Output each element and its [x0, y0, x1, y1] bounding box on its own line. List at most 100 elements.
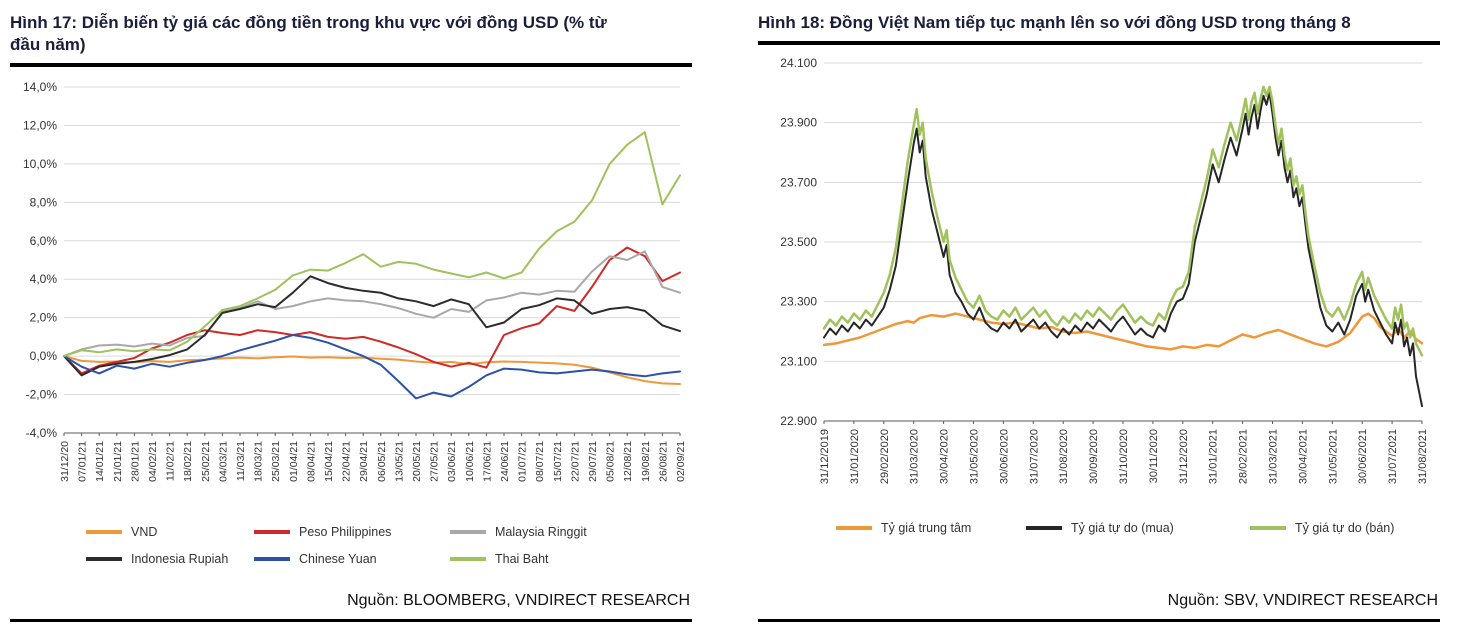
x-tick-label: 30/11/2020 [1148, 429, 1160, 483]
figure-17-source: Nguồn: BLOOMBERG, VNDIRECT RESEARCH [10, 588, 692, 622]
legend-label-myr: Malaysia Ringgit [495, 525, 587, 540]
x-tick-label: 27/05/21 [429, 441, 441, 482]
legend-item-php: Peso Philippines [254, 525, 450, 539]
x-tick-label: 30/04/2021 [1297, 429, 1309, 484]
legend-label-thb: Thai Baht [495, 552, 549, 567]
x-tick-label: 20/05/21 [411, 441, 423, 482]
x-tick-label: 06/05/21 [376, 441, 388, 482]
x-tick-label: 29/04/21 [358, 441, 370, 482]
x-tick-label: 15/04/21 [323, 441, 335, 482]
x-tick-label: 11/02/21 [165, 441, 177, 481]
x-tick-label: 30/04/2020 [939, 429, 951, 484]
legend-item-free-market-buy: Tỷ giá tự do (mua) [1026, 521, 1250, 535]
figure-18-chart: 24.100 23.900 23.700 23.500 23.300 23.100 22.9… [780, 56, 1429, 484]
figure-17-title: Hình 17: Diễn biến tỷ giá các đồng tiền … [10, 13, 607, 55]
x-tick-label: 25/02/21 [200, 441, 212, 482]
legend-item-central-rate: Tỷ giá trung tâm [836, 521, 1026, 535]
figure-18-title: Hình 18: Đồng Việt Nam tiếp tục mạnh lên… [758, 13, 1351, 32]
legend-swatch-cny [254, 557, 290, 562]
x-tick-label: 08/04/21 [305, 441, 317, 482]
legend-swatch-free-market-sell [1250, 526, 1286, 531]
x-tick-label: 22/04/21 [341, 441, 353, 482]
legend-item-thb: Thai Baht [450, 552, 692, 566]
x-tick-label: 11/03/21 [235, 441, 247, 481]
figure-17-legend: VND Peso Philippines Malaysia Ringgit Indon… [10, 525, 692, 566]
x-tick-label: 31/12/20 [59, 441, 71, 482]
x-tick-label: 21/01/21 [112, 441, 124, 482]
series-line-thb [63, 131, 681, 358]
figure-17-chart: 14,0% 12,0% 10,0% 8,0% 6,0% 4,0% 2,0% 0,0% -2,0%… [23, 80, 687, 482]
x-tick-label: 31/03/2020 [909, 429, 921, 484]
x-tick-label: 31/10/2020 [1118, 429, 1130, 484]
x-tick-label: 31/03/2021 [1268, 429, 1280, 484]
legend-label-vnd: VND [131, 525, 158, 540]
series-line-vnd [63, 355, 681, 386]
y-tick-label: 12,0% [23, 119, 57, 133]
series-line-central-rate [822, 312, 1424, 351]
x-tick-label: 28/02/2021 [1238, 429, 1250, 484]
figure-18: Hình 18: Đồng Việt Nam tiếp tục mạnh lên… [758, 10, 1440, 622]
legend-label-php: Peso Philippines [299, 525, 392, 540]
x-tick-label: 30/06/2021 [1357, 429, 1369, 484]
figure-18-title-block: Hình 18: Đồng Việt Nam tiếp tục mạnh lên… [758, 10, 1440, 46]
x-tick-label: 31/12/2020 [1178, 429, 1190, 484]
x-tick-label: 04/03/21 [217, 441, 229, 482]
series-line-cny [63, 334, 681, 400]
x-tick-label: 29/02/2020 [879, 429, 891, 484]
legend-label-cny: Chinese Yuan [299, 552, 377, 567]
x-tick-label: 17/06/21 [481, 441, 493, 482]
y-tick-label: -4,0% [26, 426, 58, 440]
x-tick-label: 03/06/21 [446, 441, 458, 482]
x-tick-label: 22/07/21 [569, 441, 581, 482]
y-tick-label: 24.100 [780, 56, 817, 70]
y-tick-label: 2,0% [30, 311, 58, 325]
legend-swatch-central-rate [836, 526, 872, 531]
x-tick-label: 13/05/21 [393, 441, 405, 482]
x-tick-label: 01/07/21 [517, 441, 529, 482]
report-charts-row: Hình 17: Diễn biến tỷ giá các đồng tiền … [10, 10, 1440, 622]
legend-swatch-free-market-buy [1026, 526, 1062, 531]
x-tick-label: 15/07/21 [552, 441, 564, 482]
y-tick-label: 22.900 [780, 414, 817, 428]
series-line-free-market-buy [823, 91, 1423, 408]
series-line-free-market-sell [822, 85, 1424, 357]
x-tick-label: 30/06/2020 [998, 429, 1010, 484]
y-tick-label: 23.900 [780, 116, 817, 130]
x-tick-label: 18/02/21 [182, 441, 194, 482]
y-tick-label: 4,0% [30, 272, 58, 286]
x-tick-label: 04/02/21 [147, 441, 159, 482]
legend-item-idr: Indonesia Rupiah [86, 552, 254, 566]
legend-swatch-thb [450, 557, 486, 562]
legend-swatch-idr [86, 557, 122, 562]
y-tick-label: 10,0% [23, 157, 57, 171]
y-tick-label: 8,0% [30, 196, 58, 210]
x-tick-label: 18/03/21 [253, 441, 265, 482]
series-line-idr [63, 275, 681, 377]
x-tick-label: 26/08/21 [657, 441, 669, 482]
series-line-php [63, 246, 681, 375]
x-tick-label: 29/07/21 [587, 441, 599, 482]
x-tick-label: 31/05/2021 [1327, 429, 1339, 484]
legend-swatch-vnd [86, 530, 122, 535]
x-tick-label: 31/07/2021 [1387, 429, 1399, 484]
x-tick-label: 31/01/2021 [1208, 429, 1220, 484]
y-tick-label: 23.100 [780, 354, 817, 368]
x-tick-label: 14/01/21 [94, 441, 106, 482]
y-tick-label: 23.300 [780, 295, 817, 309]
legend-swatch-php [254, 530, 290, 535]
y-tick-label: 0,0% [30, 349, 58, 363]
y-tick-label: 14,0% [23, 80, 57, 94]
series-line-myr [63, 250, 681, 358]
x-tick-label: 30/09/2020 [1088, 429, 1100, 484]
x-tick-label: 19/08/21 [640, 441, 652, 482]
x-tick-label: 02/09/21 [675, 441, 687, 482]
legend-item-myr: Malaysia Ringgit [450, 525, 692, 539]
x-tick-label: 08/07/21 [534, 441, 546, 482]
figure-17-title-block: Hình 17: Diễn biến tỷ giá các đồng tiền … [10, 10, 692, 68]
legend-item-vnd: VND [86, 525, 254, 539]
y-tick-label: -2,0% [26, 388, 58, 402]
x-tick-label: 31/08/2021 [1417, 429, 1429, 484]
x-tick-label: 05/08/21 [605, 441, 617, 482]
x-tick-label: 31/05/2020 [969, 429, 981, 484]
y-tick-label: 6,0% [30, 234, 58, 248]
